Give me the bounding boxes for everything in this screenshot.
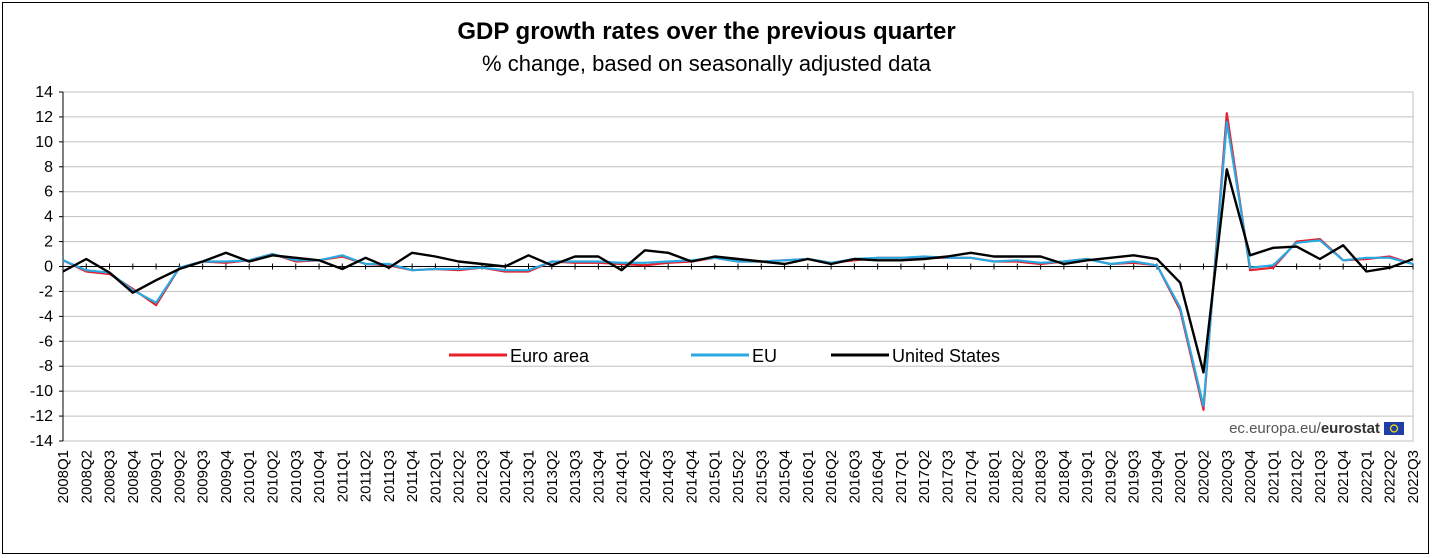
- x-tick-label: 2011Q2: [358, 450, 375, 502]
- y-tick-label: 8: [44, 159, 53, 176]
- x-tick-label: 2012Q1: [427, 450, 444, 503]
- y-tick-label: 2: [44, 234, 53, 251]
- x-tick-label: 2016Q1: [800, 450, 817, 503]
- credit-brand: eurostat: [1321, 420, 1380, 437]
- y-tick-label: -8: [39, 358, 53, 375]
- x-tick-label: 2011Q1: [334, 450, 351, 502]
- x-tick-label: 2009Q1: [148, 450, 165, 503]
- chart-title: GDP growth rates over the previous quart…: [457, 18, 956, 45]
- series-lines: [62, 112, 1414, 411]
- x-tick-label: 2021Q3: [1312, 450, 1329, 503]
- legend-label-euro-area: Euro area: [510, 346, 590, 366]
- x-tick-label: 2020Q3: [1219, 450, 1236, 503]
- x-tick-label: 2011Q4: [404, 450, 421, 502]
- credit-text: ec.europa.eu/eurostat: [1229, 420, 1380, 437]
- x-tick-label: 2016Q2: [823, 450, 840, 503]
- y-tick-label: 6: [44, 184, 53, 201]
- x-tick-label: 2013Q3: [567, 450, 584, 503]
- legend-label-united-states: United States: [892, 346, 1000, 366]
- y-tick-label: -4: [39, 308, 53, 325]
- x-tick-label: 2010Q4: [311, 450, 328, 503]
- x-tick-label: 2017Q2: [916, 450, 933, 503]
- x-tick-label: 2013Q4: [590, 450, 607, 503]
- x-tick-label: 2021Q4: [1335, 450, 1352, 503]
- x-tick-label: 2020Q2: [1196, 450, 1213, 503]
- x-tick-label: 2018Q3: [1033, 450, 1050, 503]
- credit-prefix: ec.europa.eu/: [1229, 420, 1322, 437]
- x-tick-label: 2018Q1: [986, 450, 1003, 503]
- x-tick-label: 2019Q4: [1149, 450, 1166, 503]
- legend-label-eu: EU: [752, 346, 777, 366]
- eurostat-credit: ec.europa.eu/eurostat: [1229, 420, 1404, 437]
- x-tick-label: 2009Q2: [171, 450, 188, 503]
- eu-flag-icon: [1384, 422, 1404, 435]
- x-tick-label: 2022Q2: [1382, 450, 1399, 503]
- x-tick-label: 2020Q1: [1172, 450, 1189, 503]
- x-tick-label: 2008Q1: [55, 450, 72, 503]
- x-tick-label: 2017Q4: [963, 450, 980, 503]
- x-tick-label: 2012Q4: [497, 450, 514, 503]
- y-tick-label: 12: [35, 109, 53, 126]
- x-tick-label: 2008Q3: [102, 450, 119, 503]
- y-tick-label: 4: [44, 209, 53, 226]
- x-tick-label: 2015Q1: [707, 450, 724, 503]
- x-tick-label: 2019Q1: [1079, 450, 1096, 503]
- series-line-eu: [62, 120, 1414, 408]
- x-tick-label: 2010Q1: [241, 450, 258, 503]
- x-tick-label: 2014Q2: [637, 450, 654, 503]
- x-tick-label: 2021Q2: [1289, 450, 1306, 503]
- eu-flag-stars-icon: [1389, 424, 1399, 433]
- x-tick-label: 2021Q1: [1265, 450, 1282, 503]
- x-tick-label: 2013Q2: [544, 450, 561, 503]
- legend: Euro area EU United States: [449, 346, 1000, 366]
- x-tick-label: 2017Q1: [893, 450, 910, 503]
- x-tick-label: 2019Q3: [1126, 450, 1143, 503]
- x-tick-label: 2022Q3: [1405, 450, 1422, 503]
- x-tick-label: 2011Q3: [381, 450, 398, 502]
- x-tick-label: 2010Q3: [288, 450, 305, 503]
- x-tick-label: 2018Q4: [1056, 450, 1073, 503]
- series-line-united-states: [62, 168, 1414, 374]
- x-tick-label: 2015Q2: [730, 450, 747, 503]
- y-tick-label: -2: [39, 283, 53, 300]
- y-tick-label: -6: [39, 333, 53, 350]
- x-tick-label: 2014Q3: [660, 450, 677, 503]
- x-tick-label: 2010Q2: [264, 450, 281, 503]
- x-tick-label: 2020Q4: [1242, 450, 1259, 503]
- x-tick-label: 2019Q2: [1102, 450, 1119, 503]
- y-tick-label: -14: [30, 433, 53, 450]
- y-tick-label: 10: [35, 134, 53, 151]
- x-tick-label: 2012Q2: [451, 450, 468, 503]
- x-tick-label: 2013Q1: [521, 450, 538, 503]
- x-tick-label: 2008Q4: [125, 450, 142, 503]
- y-tick-label: -12: [30, 408, 53, 425]
- x-tick-label: 2016Q4: [870, 450, 887, 503]
- y-tick-label: 14: [35, 84, 53, 101]
- y-tick-label: -10: [30, 383, 53, 400]
- y-tick-label: 0: [44, 259, 53, 276]
- chart-subtitle: % change, based on seasonally adjusted d…: [482, 51, 931, 76]
- x-tick-label: 2009Q4: [218, 450, 235, 503]
- x-tick-label: 2014Q1: [614, 450, 631, 503]
- x-tick-label: 2008Q2: [78, 450, 95, 503]
- x-tick-label: 2015Q4: [777, 450, 794, 503]
- x-tick-label: 2022Q1: [1358, 450, 1375, 503]
- x-tick-label: 2014Q4: [683, 450, 700, 503]
- x-tick-label: 2016Q3: [846, 450, 863, 503]
- x-tick-label: 2018Q2: [1009, 450, 1026, 503]
- x-tick-label: 2017Q3: [939, 450, 956, 503]
- x-tick-label: 2009Q3: [195, 450, 212, 503]
- x-tick-label: 2015Q3: [753, 450, 770, 503]
- x-tick-label: 2012Q3: [474, 450, 491, 503]
